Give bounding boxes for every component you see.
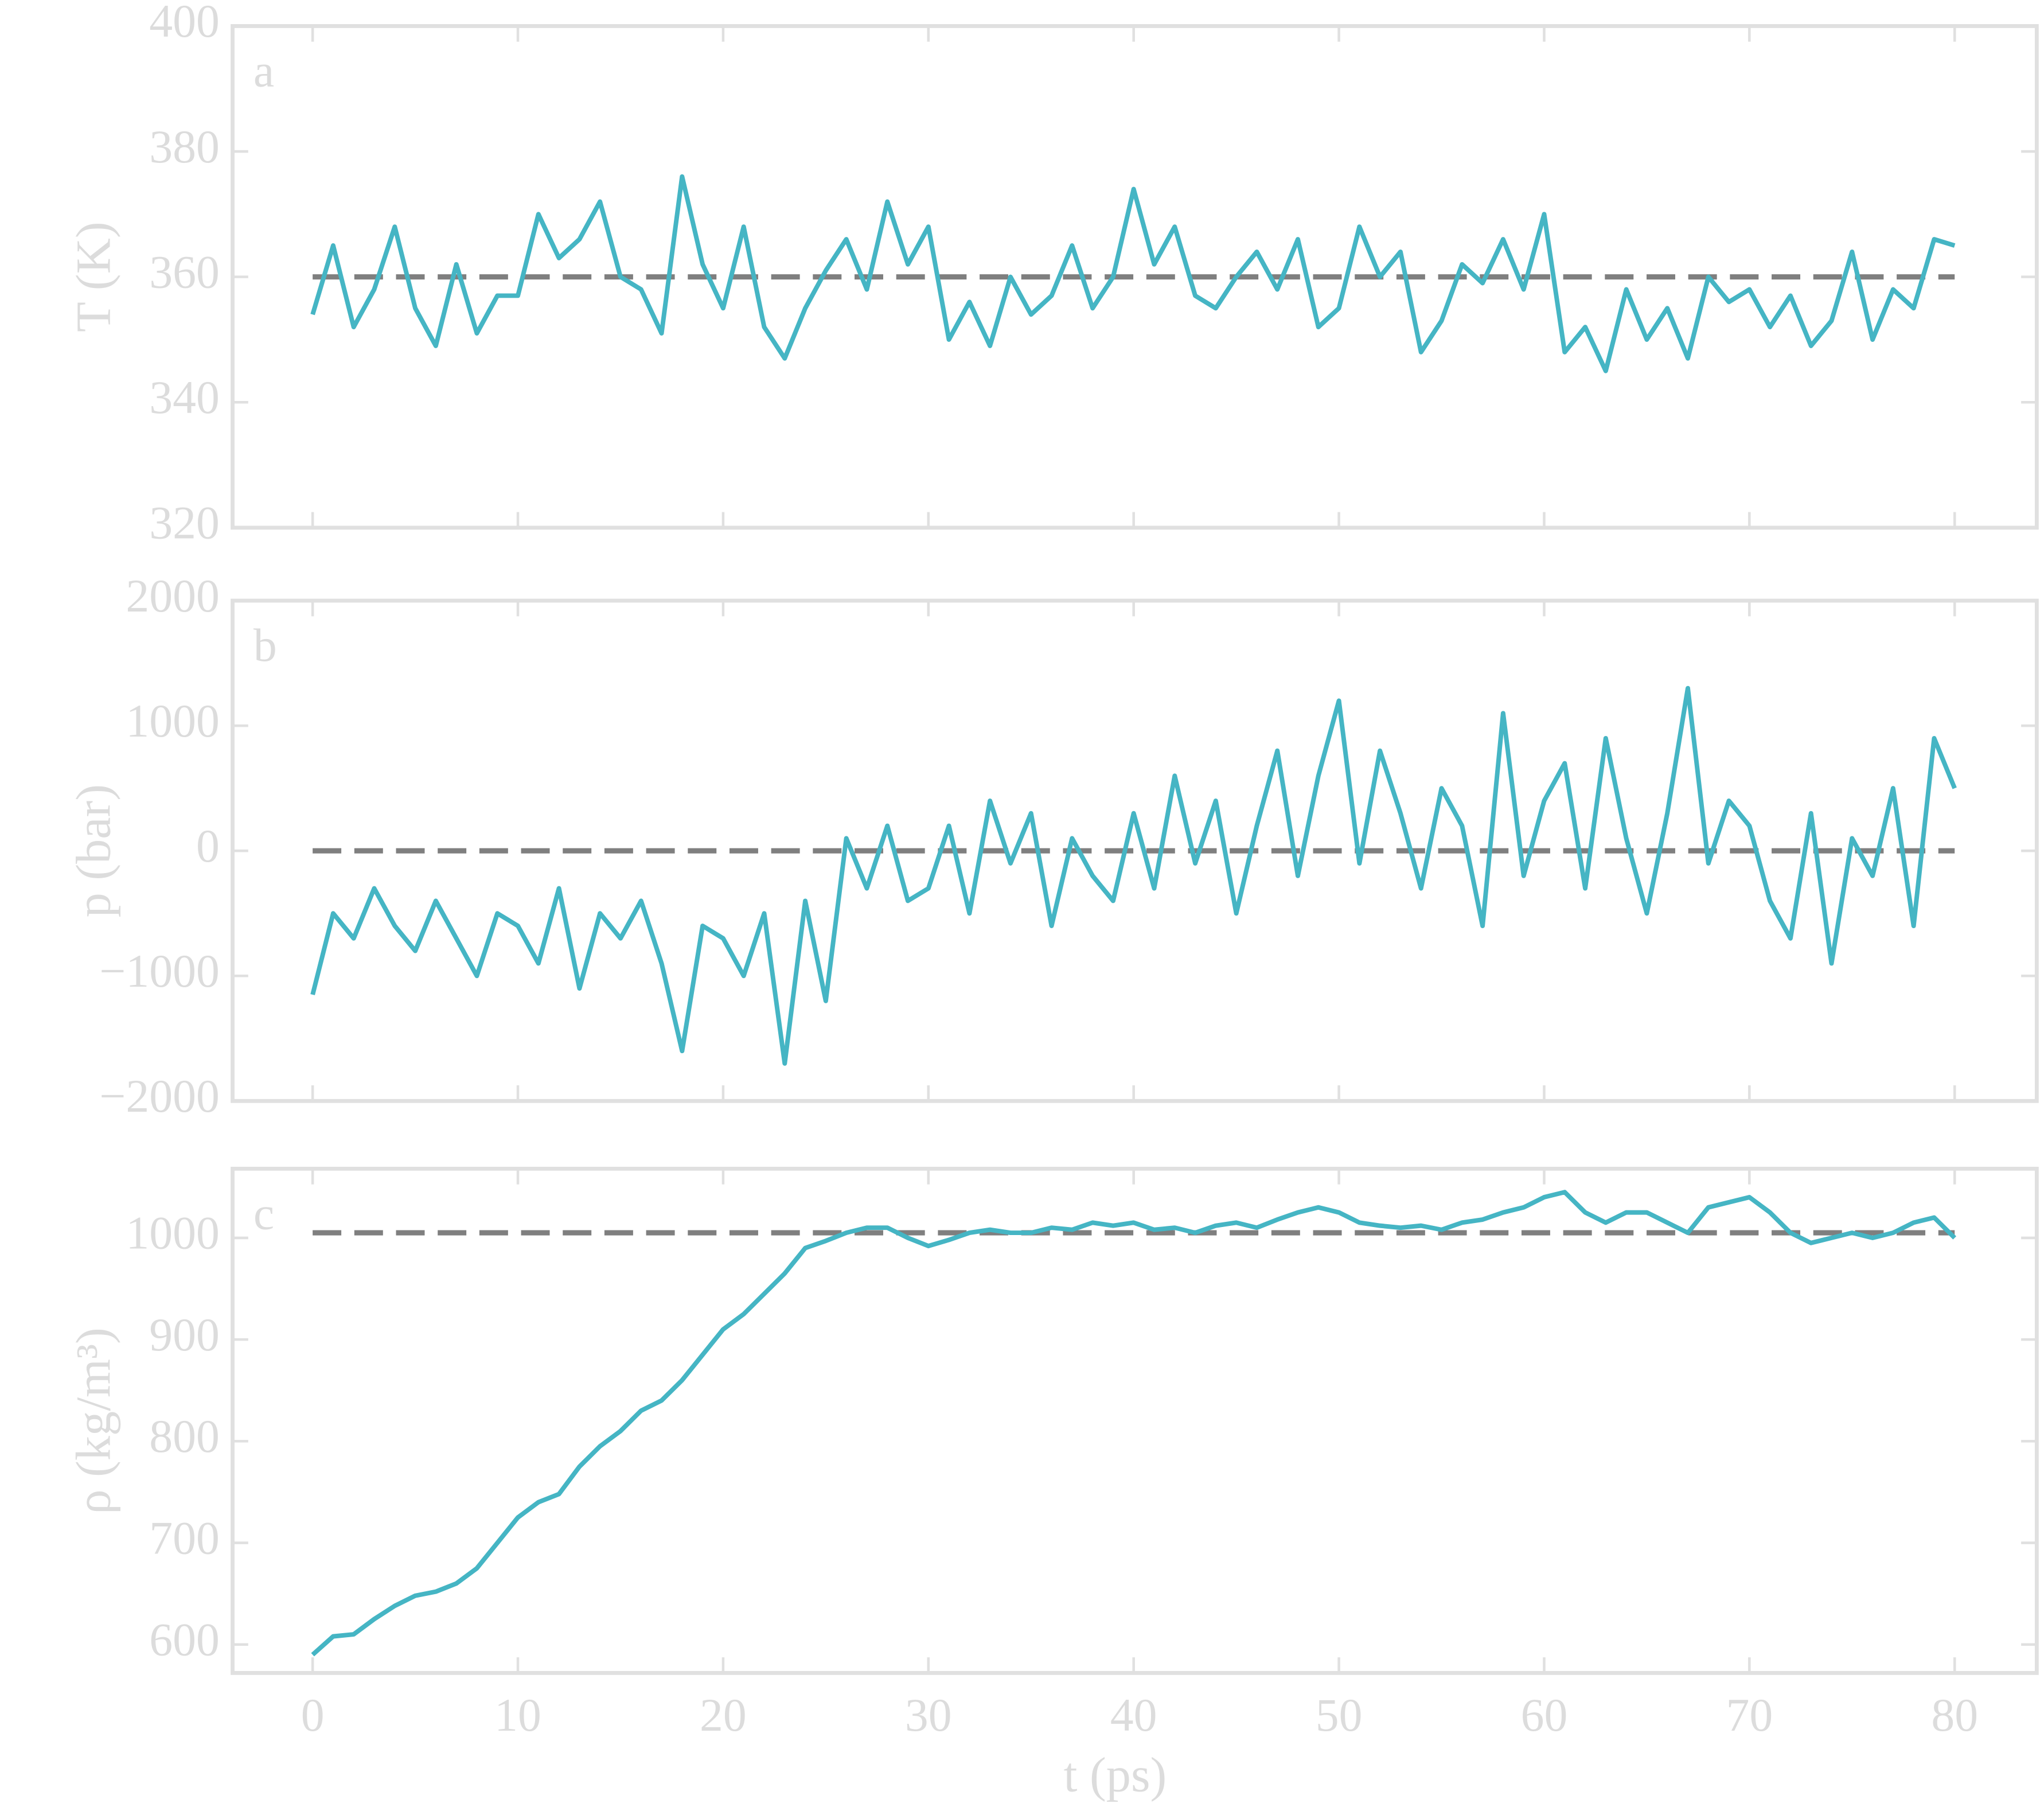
y-tick-label: 0 [196,820,220,872]
x-tick-label: 50 [1316,1689,1363,1741]
x-tick-label: 60 [1521,1689,1568,1741]
y-tick-label: 340 [149,371,220,423]
panel-label: c [253,1187,274,1239]
x-tick-label: 70 [1726,1689,1773,1741]
x-tick-label: 10 [494,1689,541,1741]
y-axis-label: T (K) [65,221,120,332]
y-tick-label: 1000 [126,695,219,747]
y-axis-label: ρ (kg/m³) [65,1327,120,1514]
axes-frame [231,1167,2039,1675]
y-tick-label: 360 [149,246,220,298]
y-tick-label: 320 [149,497,220,549]
data-line [310,686,1957,1066]
y-tick-label: 2000 [126,570,219,622]
panel-label: b [253,619,277,671]
x-axis-label: t (ps) [1064,1747,1167,1802]
x-tick-label: 30 [905,1689,952,1741]
y-tick-label: 380 [149,120,220,173]
x-tick-label: 80 [1931,1689,1978,1741]
data-line [310,174,1956,373]
y-tick-label: 1000 [126,1207,219,1259]
y-tick-label: −2000 [99,1070,220,1122]
y-tick-label: −1000 [99,945,220,997]
y-tick-label: 600 [149,1614,220,1666]
y-axis-label: p (bar) [65,784,120,917]
x-tick-label: 20 [700,1689,747,1741]
data-line [311,1190,1957,1657]
y-tick-label: 800 [149,1410,220,1462]
x-tick-label: 40 [1110,1689,1157,1741]
y-tick-label: 900 [149,1308,220,1361]
y-tick-label: 400 [149,0,220,47]
x-tick-label: 0 [301,1689,325,1741]
y-tick-label: 700 [149,1512,220,1564]
panel-label: a [253,45,274,97]
